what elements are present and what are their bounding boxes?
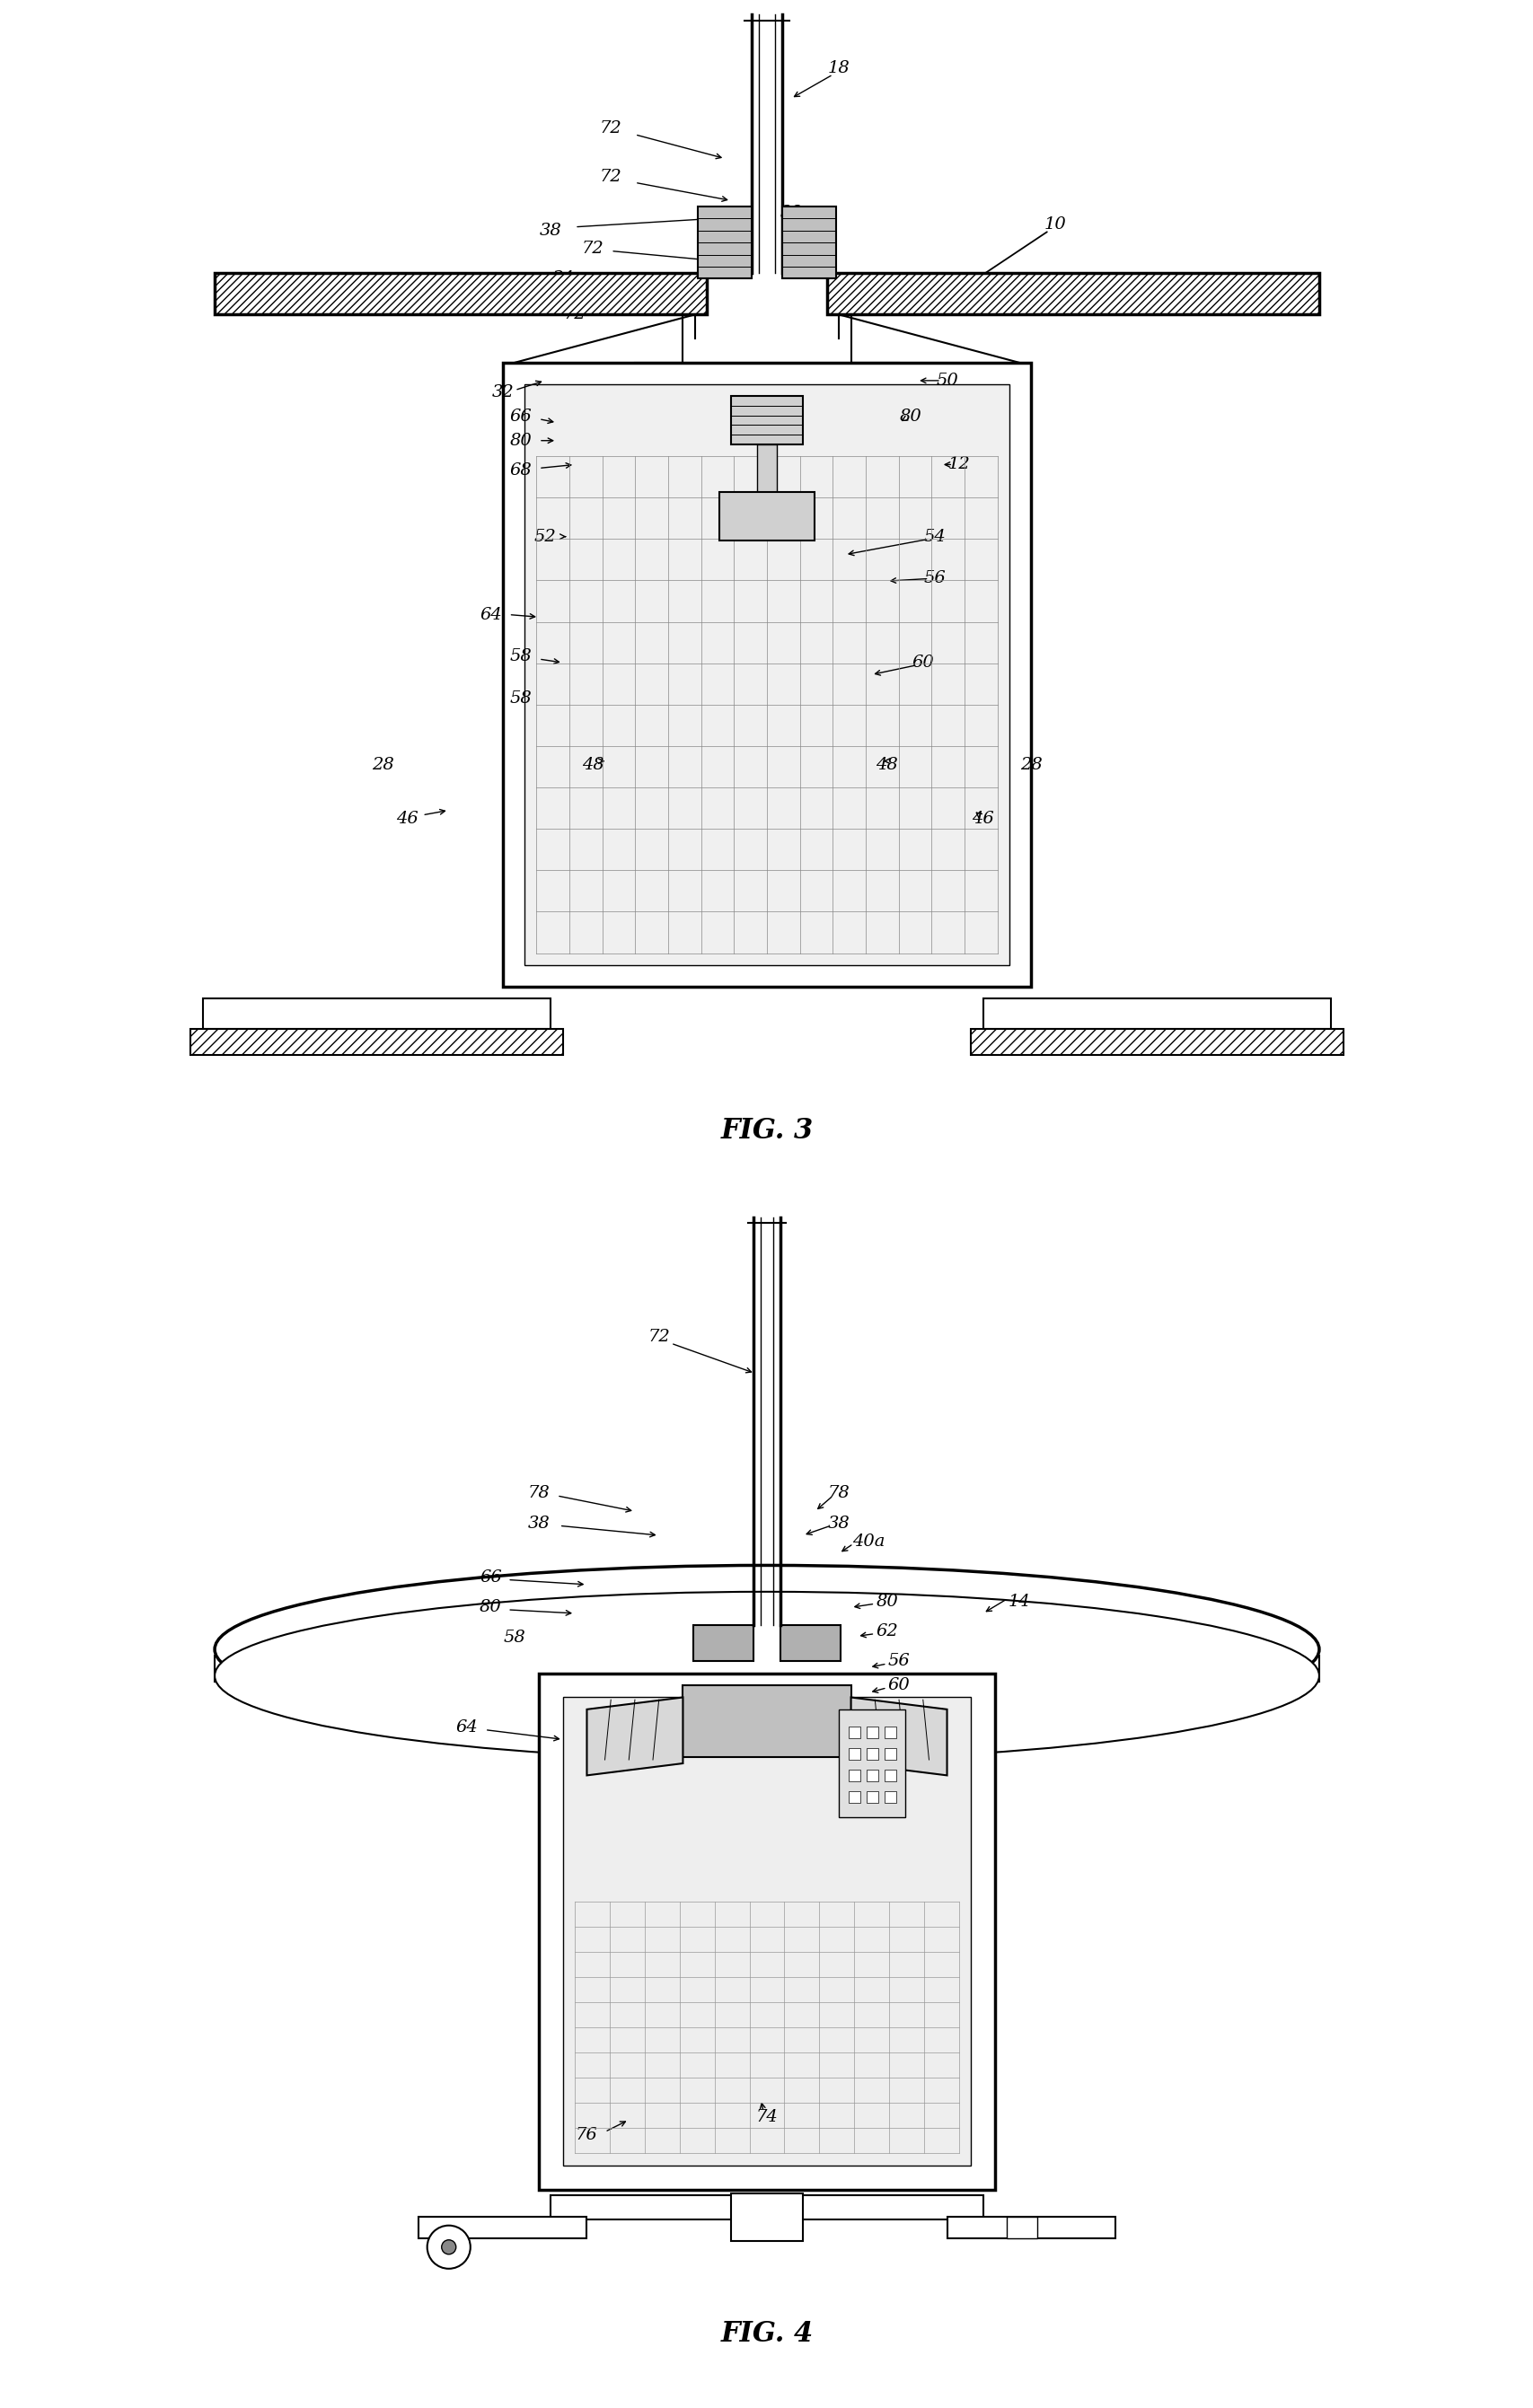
- Text: 56: 56: [888, 1654, 909, 1669]
- Bar: [782, 207, 835, 279]
- Bar: [885, 1770, 897, 1782]
- Bar: [839, 1710, 904, 1818]
- Bar: [866, 1792, 878, 1804]
- Text: 78: 78: [527, 1486, 550, 1503]
- Bar: [538, 1674, 995, 2189]
- Bar: [682, 1686, 851, 1758]
- Text: 72: 72: [599, 120, 621, 137]
- Text: 38: 38: [828, 1515, 849, 1531]
- Text: 76: 76: [575, 2126, 598, 2143]
- Bar: [780, 1625, 840, 1662]
- Text: 58: 58: [509, 691, 532, 706]
- Text: 80: 80: [875, 1594, 898, 1609]
- Bar: [215, 272, 707, 315]
- Text: 64: 64: [480, 607, 501, 624]
- Polygon shape: [587, 1698, 682, 1775]
- Text: 66: 66: [509, 409, 532, 424]
- Text: 34: 34: [552, 270, 573, 287]
- Text: 60: 60: [888, 1678, 909, 1693]
- Bar: [885, 1748, 897, 1760]
- Text: 12: 12: [900, 1724, 921, 1741]
- Bar: [419, 2218, 587, 2239]
- Text: 72: 72: [647, 1329, 670, 1346]
- Text: 46: 46: [972, 811, 993, 826]
- Text: 18: 18: [828, 60, 849, 77]
- Bar: [215, 272, 707, 315]
- Text: 78: 78: [828, 1486, 849, 1503]
- Text: 74: 74: [756, 2109, 777, 2126]
- Bar: [826, 272, 1318, 315]
- Bar: [970, 1028, 1343, 1055]
- Polygon shape: [851, 1698, 946, 1775]
- Text: 52: 52: [533, 527, 555, 544]
- Bar: [983, 999, 1331, 1028]
- Text: 14: 14: [1067, 289, 1090, 306]
- Bar: [693, 1625, 753, 1662]
- Text: 72: 72: [599, 169, 621, 185]
- Bar: [731, 2194, 802, 2242]
- Text: 48: 48: [875, 756, 898, 773]
- Bar: [550, 2196, 983, 2220]
- Text: 60: 60: [912, 655, 934, 672]
- Bar: [970, 1028, 1343, 1055]
- Circle shape: [426, 2225, 471, 2268]
- Bar: [563, 1698, 970, 2165]
- Text: 38: 38: [779, 205, 802, 222]
- Bar: [848, 1770, 860, 1782]
- Text: 80: 80: [480, 1599, 501, 1616]
- Text: 40a: 40a: [852, 1534, 885, 1548]
- Bar: [190, 1028, 563, 1055]
- Circle shape: [442, 2239, 455, 2254]
- Ellipse shape: [215, 1565, 1318, 1734]
- Bar: [503, 364, 1030, 987]
- Bar: [698, 207, 751, 279]
- Text: FIG. 3: FIG. 3: [721, 1117, 812, 1144]
- Text: 58: 58: [503, 1630, 526, 1645]
- Bar: [848, 1792, 860, 1804]
- Text: 66: 66: [480, 1570, 501, 1584]
- Text: 38: 38: [540, 222, 561, 238]
- Text: 54: 54: [923, 527, 946, 544]
- Text: 64: 64: [455, 1719, 478, 1736]
- Text: 62: 62: [875, 1623, 898, 1640]
- Bar: [190, 1028, 563, 1055]
- Bar: [848, 1748, 860, 1760]
- Text: 28: 28: [1019, 756, 1041, 773]
- Bar: [731, 397, 802, 443]
- Bar: [866, 1727, 878, 1739]
- Text: 58: 58: [509, 648, 532, 665]
- Bar: [524, 385, 1009, 966]
- Bar: [826, 272, 1318, 315]
- Bar: [719, 491, 814, 539]
- Text: 48: 48: [581, 756, 604, 773]
- Text: 72: 72: [564, 306, 586, 323]
- Bar: [866, 1748, 878, 1760]
- Text: 46: 46: [396, 811, 417, 826]
- Bar: [885, 1727, 897, 1739]
- Text: 56: 56: [923, 571, 946, 588]
- Bar: [946, 2218, 1114, 2239]
- Ellipse shape: [215, 1592, 1318, 1760]
- Text: 14: 14: [1007, 1594, 1030, 1609]
- Bar: [848, 1727, 860, 1739]
- Text: 12: 12: [947, 458, 969, 472]
- Text: 80: 80: [509, 433, 532, 448]
- Text: 38: 38: [527, 1515, 550, 1531]
- Text: 72: 72: [581, 241, 604, 258]
- Text: 28: 28: [371, 756, 394, 773]
- Text: 10: 10: [1044, 217, 1065, 234]
- Text: 32: 32: [492, 385, 514, 400]
- Text: 80: 80: [900, 409, 921, 424]
- Text: 50: 50: [935, 373, 958, 388]
- Bar: [757, 443, 776, 515]
- Bar: [1007, 2218, 1036, 2239]
- Text: 68: 68: [509, 462, 532, 479]
- Bar: [202, 999, 550, 1028]
- Bar: [866, 1770, 878, 1782]
- Bar: [885, 1792, 897, 1804]
- Text: FIG. 4: FIG. 4: [721, 2319, 812, 2348]
